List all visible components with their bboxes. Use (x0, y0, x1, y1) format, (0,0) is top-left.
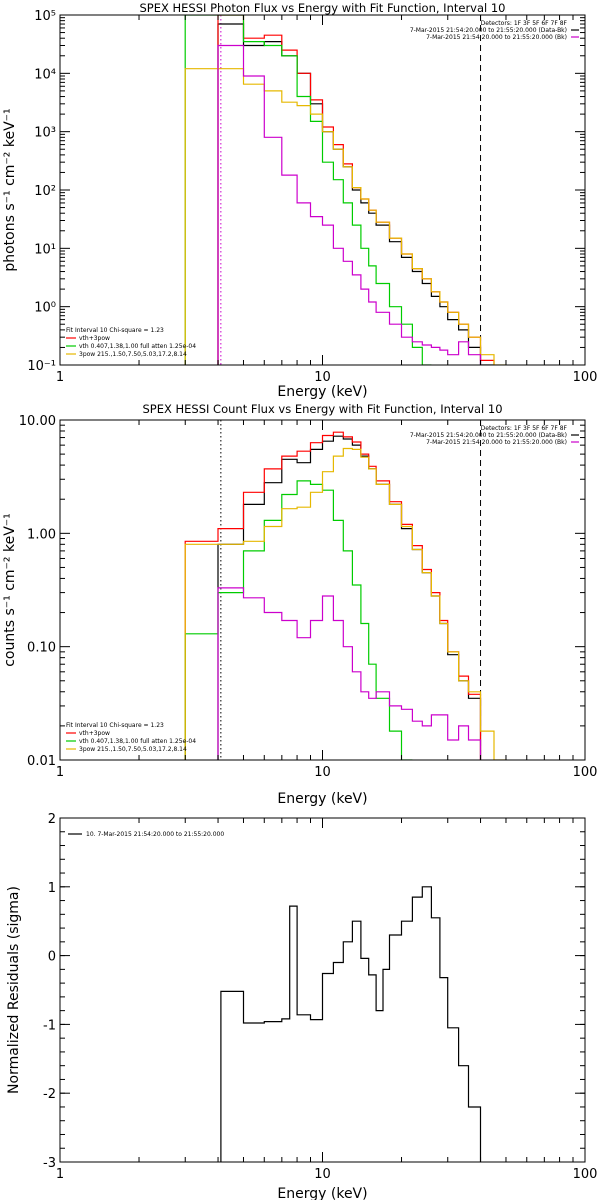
x-tick-label: 1 (56, 370, 64, 385)
fit-legend-text: 3pow 215.,1.50,7.50,5.03,17.2,8.14 (79, 351, 187, 358)
fit-legend-text: vth 0.407,1.38,1.00 full atten 1.25e-04 (79, 738, 196, 745)
x-axis-label: Energy (keV) (277, 791, 367, 807)
fit-legend-text: 3pow 215.,1.50,7.50,5.03,17.2,8.14 (79, 746, 187, 753)
axes-frame (59, 419, 586, 761)
series-0-line (220, 886, 482, 1162)
info-text: 7-Mar-2015 21:54:20.000 to 21:55:20.000 … (410, 27, 567, 34)
x-tick-label: 10 (314, 765, 331, 780)
info-text: 7-Mar-2015 21:54:20.000 to 21:55:20.000 … (426, 439, 567, 446)
y-axis-label: photons s⁻¹ cm⁻² keV⁻¹ (2, 108, 18, 271)
y-tick-label: 10³ (34, 126, 56, 141)
chart-title: SPEX HESSI Count Flux vs Energy with Fit… (142, 402, 502, 416)
y-tick-label: 10¹ (34, 242, 56, 257)
x-tick-label: 100 (573, 765, 598, 780)
y-axis-label: Normalized Residuals (sigma) (6, 886, 22, 1094)
y-tick-label: 0 (48, 950, 56, 965)
y-tick-label: 0.10 (27, 641, 56, 656)
fit-legend-text: Fit Interval 10 Chi-square = 1.23 (66, 722, 164, 729)
residual-legend-text: 10. 7-Mar-2015 21:54:20.000 to 21:55:20.… (86, 831, 224, 838)
plot-area (184, 15, 506, 365)
y-tick-label: 10² (34, 184, 56, 199)
info-text: 7-Mar-2015 21:54:20.000 to 21:55:20.000 … (426, 34, 567, 41)
chart-3: 1 10 100 -3 -2 -1 0 1 2 Energy (keV) Normalized Re… (6, 812, 597, 1200)
y-tick-label: -3 (43, 1156, 56, 1171)
axes-frame (59, 14, 586, 366)
series-2-line (184, 480, 413, 760)
y-tick-label: 2 (48, 812, 56, 827)
y-tick-label: 10⁻¹ (27, 359, 56, 374)
x-axis-label: Energy (keV) (277, 1186, 367, 1200)
y-tick-label: 10⁰ (34, 301, 56, 316)
series-1-line (184, 431, 482, 760)
x-tick-label: 1 (56, 1167, 64, 1182)
y-axis-label: counts s⁻¹ cm⁻² keV⁻¹ (2, 513, 18, 667)
chart-2: SPEX HESSI Count Flux vs Energy with Fit… (2, 402, 597, 807)
series-2-line (184, 15, 432, 365)
series-3-line (184, 68, 506, 365)
series-4-line (217, 587, 482, 760)
info-text: Detectors: 1F 3F 5F 6F 7F 8F (481, 20, 568, 27)
x-tick-label: 10 (314, 370, 331, 385)
info-text: Detectors: 1F 3F 5F 6F 7F 8F (481, 425, 568, 432)
fit-legend-text: vth 0.407,1.38,1.00 full atten 1.25e-04 (79, 343, 196, 350)
x-tick-label: 100 (573, 1167, 598, 1182)
y-tick-label: -1 (43, 1018, 56, 1033)
x-tick-label: 10 (314, 1167, 331, 1182)
fit-legend-text: vth+3pow (79, 335, 110, 342)
y-tick-label: 1.00 (27, 527, 56, 542)
y-tick-label: 1 (48, 881, 56, 896)
y-tick-label: -2 (43, 1087, 56, 1102)
series-4-line (217, 44, 482, 365)
x-tick-label: 1 (56, 765, 64, 780)
plot-area (220, 886, 482, 1162)
y-tick-label: 10⁴ (34, 67, 56, 82)
x-tick-label: 100 (573, 370, 598, 385)
y-tick-label: 0.01 (27, 754, 56, 769)
chart-title: SPEX HESSI Photon Flux vs Energy with Fi… (139, 1, 505, 15)
series-3-line (184, 447, 506, 760)
chart-1: SPEX HESSI Photon Flux vs Energy with Fi… (2, 1, 597, 400)
fit-legend-text: vth+3pow (79, 730, 110, 737)
plot-area (184, 420, 506, 760)
fit-legend-text: Fit Interval 10 Chi-square = 1.23 (66, 327, 164, 334)
x-axis-label: Energy (keV) (277, 384, 367, 400)
series-0-line (217, 23, 494, 365)
y-tick-label: 10.00 (19, 414, 56, 429)
info-text: 7-Mar-2015 21:54:20.000 to 21:55:20.000 … (410, 432, 567, 439)
y-tick-label: 10⁵ (34, 9, 56, 24)
